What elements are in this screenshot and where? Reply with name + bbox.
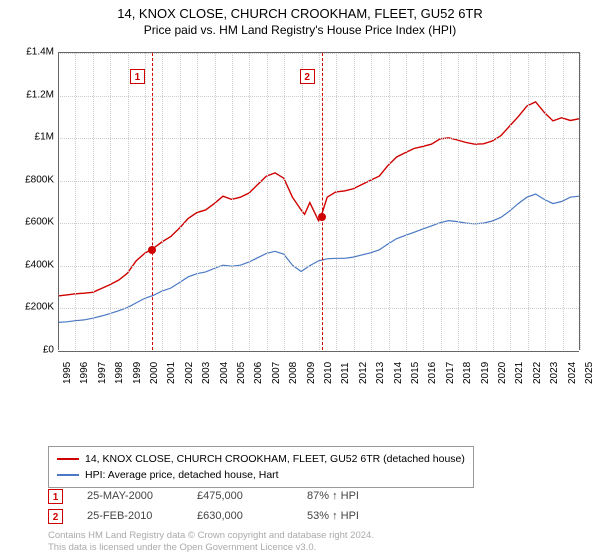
x-tick-label: 2008: [288, 362, 299, 384]
legend-item: 14, KNOX CLOSE, CHURCH CROOKHAM, FLEET, …: [57, 451, 465, 467]
x-tick-label: 2011: [340, 362, 351, 384]
y-tick-label: £0: [10, 345, 54, 356]
x-tick-label: 2012: [358, 362, 369, 384]
y-tick-label: £1.4M: [10, 47, 54, 58]
x-tick-label: 2025: [584, 362, 595, 384]
x-tick-label: 2002: [184, 362, 195, 384]
marker-vline: [152, 53, 153, 350]
marker-row: 1 25-MAY-2000 £475,000 87% ↑ HPI: [48, 486, 393, 506]
x-tick-label: 2010: [323, 362, 334, 384]
y-tick-label: £1M: [10, 132, 54, 143]
x-tick-label: 2023: [549, 362, 560, 384]
y-tick-label: £400K: [10, 259, 54, 270]
chart-container: 14, KNOX CLOSE, CHURCH CROOKHAM, FLEET, …: [0, 0, 600, 560]
legend: 14, KNOX CLOSE, CHURCH CROOKHAM, FLEET, …: [48, 446, 474, 488]
x-tick-label: 1996: [79, 362, 90, 384]
legend-item: HPI: Average price, detached house, Hart: [57, 467, 465, 483]
marker-dot: [318, 213, 326, 221]
marker-pct: 53% ↑ HPI: [307, 510, 393, 522]
x-tick-label: 2005: [236, 362, 247, 384]
x-tick-label: 2014: [393, 362, 404, 384]
x-tick-label: 2003: [201, 362, 212, 384]
x-tick-label: 2013: [375, 362, 386, 384]
x-tick-label: 1995: [62, 362, 73, 384]
plot-area: 12: [58, 52, 580, 350]
legend-label: HPI: Average price, detached house, Hart: [85, 469, 279, 481]
marker-price: £475,000: [197, 490, 283, 502]
title-block: 14, KNOX CLOSE, CHURCH CROOKHAM, FLEET, …: [0, 0, 600, 39]
marker-flag-icon: 2: [300, 69, 315, 84]
x-tick-label: 1997: [97, 362, 108, 384]
x-tick-label: 1998: [114, 362, 125, 384]
x-tick-label: 2004: [219, 362, 230, 384]
marker-flag-icon: 1: [48, 489, 63, 504]
x-tick-label: 2020: [497, 362, 508, 384]
y-tick-label: £800K: [10, 174, 54, 185]
y-tick-label: £200K: [10, 302, 54, 313]
footer-line: This data is licensed under the Open Gov…: [48, 542, 374, 554]
marker-pct: 87% ↑ HPI: [307, 490, 393, 502]
x-tick-label: 2018: [462, 362, 473, 384]
x-tick-label: 2021: [514, 362, 525, 384]
x-tick-label: 2001: [166, 362, 177, 384]
x-tick-label: 2000: [149, 362, 160, 384]
y-tick-label: £600K: [10, 217, 54, 228]
chart-area: £0£200K£400K£600K£800K£1M£1.2M£1.4M 12 1…: [10, 46, 590, 406]
x-tick-label: 2017: [445, 362, 456, 384]
x-tick-label: 2024: [567, 362, 578, 384]
y-tick-label: £1.2M: [10, 89, 54, 100]
chart-title: 14, KNOX CLOSE, CHURCH CROOKHAM, FLEET, …: [0, 6, 600, 21]
marker-flag-icon: 2: [48, 509, 63, 524]
marker-dot: [148, 246, 156, 254]
x-tick-label: 2007: [271, 362, 282, 384]
x-tick-label: 1999: [132, 362, 143, 384]
x-tick-label: 2019: [480, 362, 491, 384]
chart-subtitle: Price paid vs. HM Land Registry's House …: [0, 23, 600, 37]
marker-table: 1 25-MAY-2000 £475,000 87% ↑ HPI 2 25-FE…: [48, 486, 393, 526]
legend-label: 14, KNOX CLOSE, CHURCH CROOKHAM, FLEET, …: [85, 453, 465, 465]
x-tick-label: 2022: [532, 362, 543, 384]
legend-swatch: [57, 458, 79, 460]
footer-attribution: Contains HM Land Registry data © Crown c…: [48, 530, 374, 555]
x-tick-label: 2016: [427, 362, 438, 384]
x-tick-label: 2006: [253, 362, 264, 384]
marker-flag-icon: 1: [130, 69, 145, 84]
x-tick-label: 2015: [410, 362, 421, 384]
marker-date: 25-MAY-2000: [87, 490, 173, 502]
x-tick-label: 2009: [306, 362, 317, 384]
marker-date: 25-FEB-2010: [87, 510, 173, 522]
marker-price: £630,000: [197, 510, 283, 522]
marker-row: 2 25-FEB-2010 £630,000 53% ↑ HPI: [48, 506, 393, 526]
marker-vline: [322, 53, 323, 350]
footer-line: Contains HM Land Registry data © Crown c…: [48, 530, 374, 542]
legend-swatch: [57, 474, 79, 476]
